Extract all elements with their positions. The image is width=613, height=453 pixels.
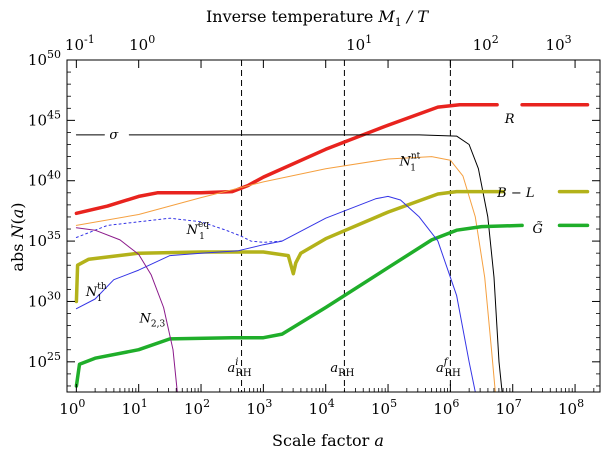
labels-layer: ai RH aRH af RH Rσ Nnt 1 B − L G̃ Nth 1 Neq 1 N2,3 [85,112,543,379]
series-label: Nth 1 [85,282,107,304]
series-line [75,156,496,392]
y-tick-label: 1030 [28,289,61,310]
vertical-marker-label: af RH [436,357,461,379]
ticks-layer: 100 101 102 103 104 105 106 107 108 1025 1030 1035 1… [28,33,600,418]
y-tick-label: 1045 [28,108,61,129]
series-label: G̃ [532,221,542,237]
series-line [74,102,499,216]
series-line [75,217,283,243]
y-axis-title: abs N(a) [8,202,27,271]
top-tick-label: 10-1 [65,33,95,54]
series-layer [74,102,590,392]
x-tick-label: 101 [122,397,148,418]
series-line-segment [128,134,503,392]
plot-frame [66,59,601,393]
series-line [75,195,476,392]
x-tick-label: 103 [246,397,272,418]
x-tick-label: 107 [496,397,522,418]
top-tick-label: 102 [473,33,499,54]
series-label: R [504,112,515,127]
y-tick-label: 1035 [28,229,61,250]
x-tick-label: 108 [558,397,584,418]
x-tick-label: 104 [309,397,335,418]
y-tick-label: 1050 [28,48,61,69]
y-tick-label: 1040 [28,169,61,190]
y-tick-label: 1025 [28,350,61,371]
series-label: Neq 1 [186,220,210,242]
series-label: N2,3 [139,311,166,329]
series-line [74,189,506,304]
x-tick-label: 106 [433,397,459,418]
vertical-lines-layer [241,60,451,392]
series-label: Nnt 1 [398,151,420,173]
x-axis-title: Scale factor a [272,431,384,450]
vertical-marker-label: aRH [330,361,354,379]
chart-title: Inverse temperature M1 / T [206,7,429,29]
x-tick-label: 100 [59,397,85,418]
series-label: B − L [496,186,534,201]
series-line [75,227,178,392]
top-tick-label: 101 [346,33,372,54]
top-tick-label: 100 [129,33,155,54]
vertical-marker-label: ai RH [227,357,251,379]
x-tick-label: 102 [184,397,210,418]
x-tick-label: 105 [371,397,397,418]
top-tick-label: 103 [546,33,572,54]
series-line [74,223,524,388]
series-label: σ [109,128,119,143]
